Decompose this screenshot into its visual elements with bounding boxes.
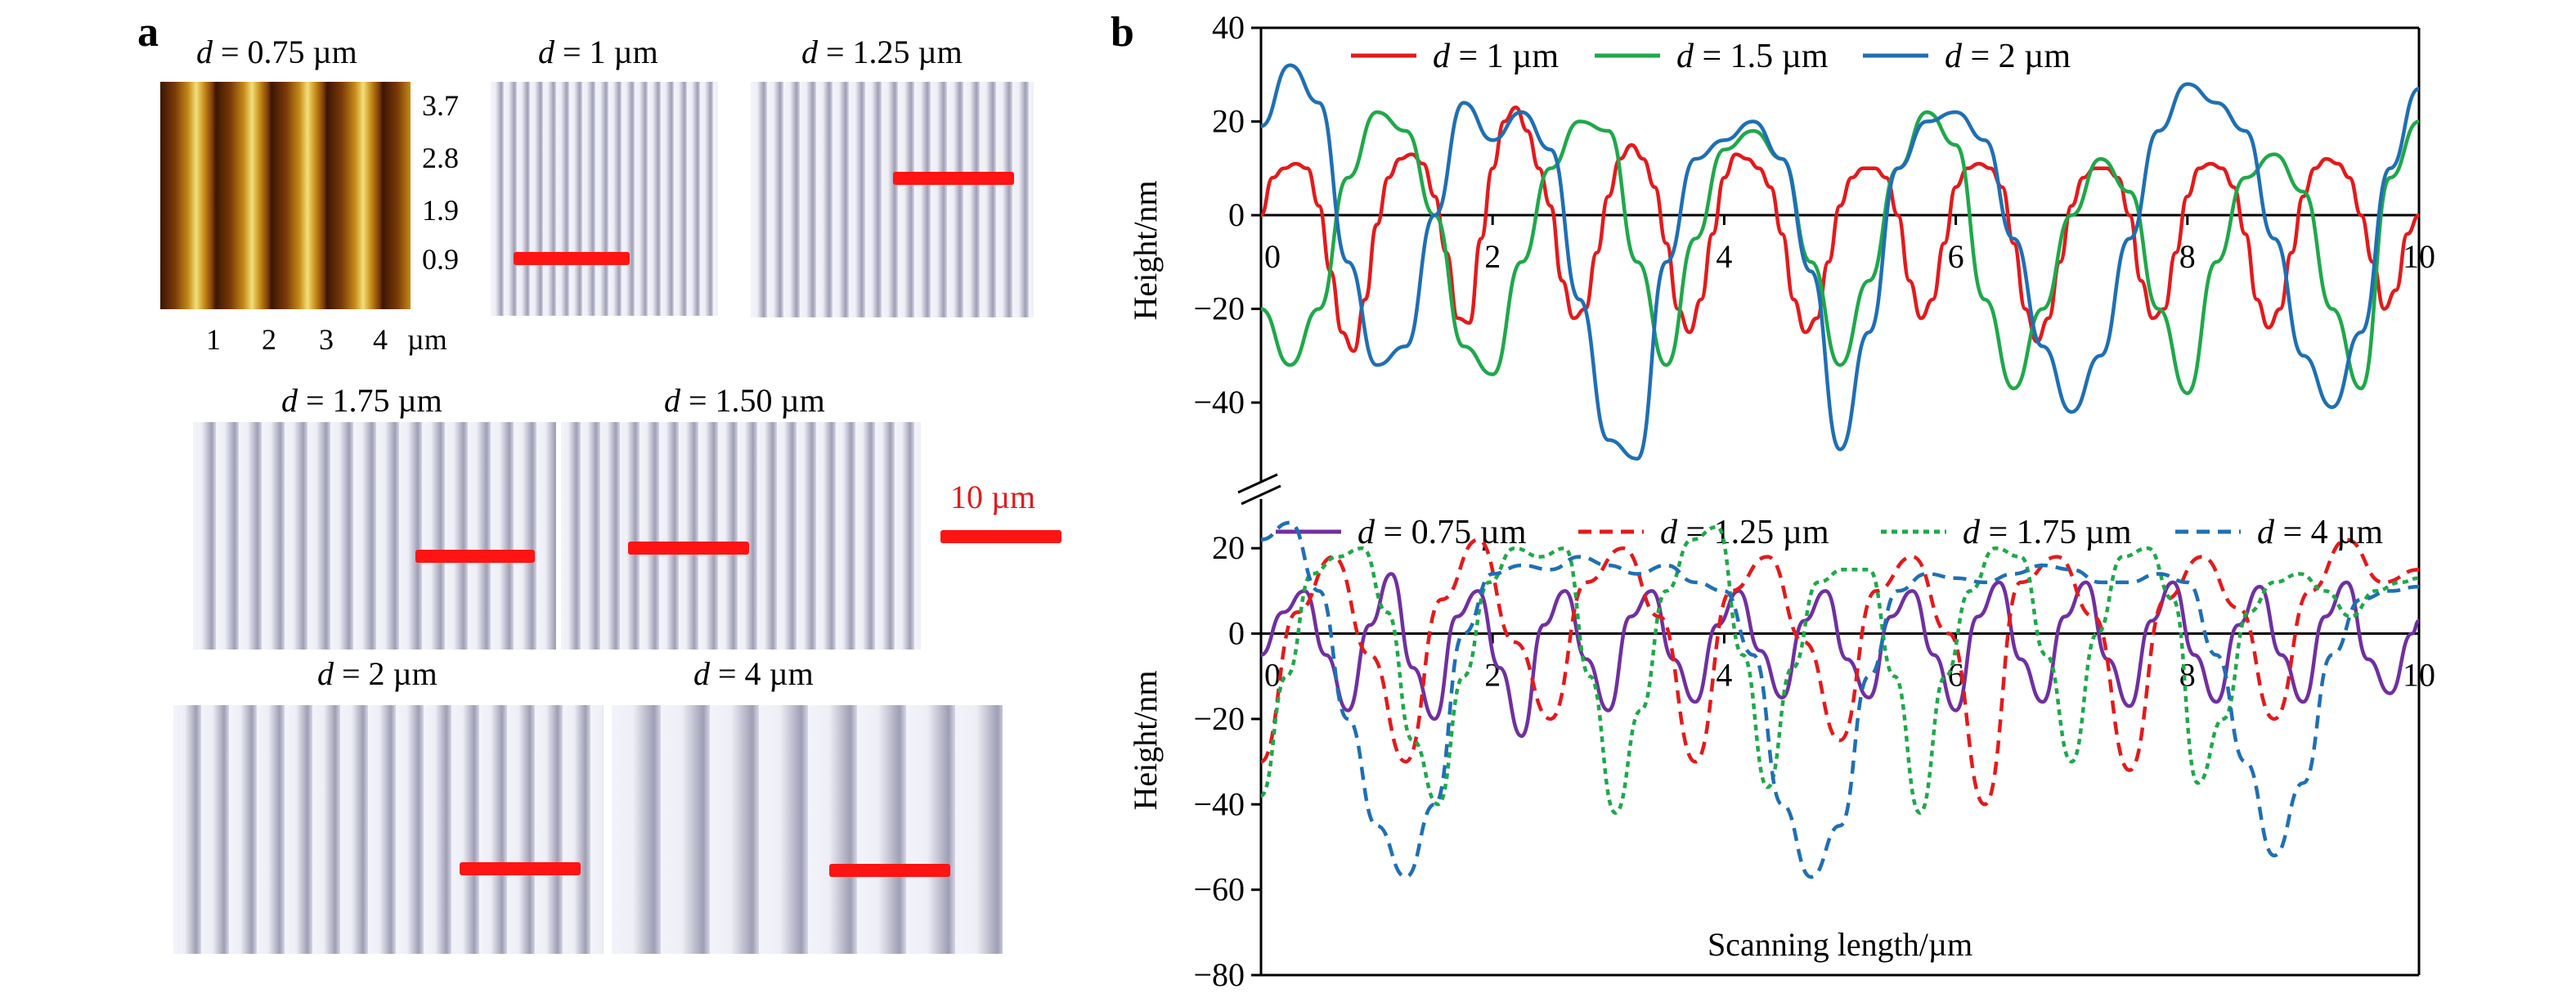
d-symbol: d — [196, 34, 213, 70]
scale-bar — [893, 172, 1014, 185]
x-tick-label: 6 — [1948, 657, 1964, 694]
d-symbol: d — [693, 655, 710, 692]
panel-a-label: a — [137, 9, 159, 56]
d-value: = 1.50 µm — [680, 382, 825, 419]
y-tick-label: −40 — [1193, 785, 1245, 822]
y-tick-label: −20 — [1193, 700, 1245, 737]
micrograph-d1-50 — [561, 422, 921, 650]
legend-label: d = 1 µm — [1433, 38, 1559, 75]
axis-break-gap — [1236, 481, 1286, 499]
image-label-d1-50: d = 1.50 µm — [664, 381, 825, 420]
y-tick-label: −80 — [1193, 956, 1245, 993]
afm-image — [160, 82, 411, 309]
x-axis-label: Scanning length/µm — [1708, 926, 1972, 963]
axis-break-mark — [1241, 484, 1281, 506]
x-tick-label: 0 — [1264, 657, 1281, 694]
legend-label: d = 0.75 µm — [1358, 514, 1527, 551]
series-line — [1260, 520, 2420, 879]
micrograph-d1-75 — [193, 422, 556, 650]
legend-label: d = 4 µm — [2257, 514, 2383, 551]
colorbar-tick: 2.8 — [422, 142, 459, 174]
micrograph-d4 — [612, 705, 1003, 954]
x-tick-label: 0 — [1264, 238, 1281, 275]
colorbar-tick: 3.7 — [422, 89, 459, 122]
scale-bar — [514, 252, 630, 265]
scale-bar-reference — [940, 530, 1061, 543]
afm-x-tick: 3 — [319, 323, 334, 356]
x-tick-label: 4 — [1716, 238, 1732, 275]
y-tick-label: −60 — [1193, 871, 1245, 908]
x-tick-label: 6 — [1948, 238, 1964, 275]
d-value: = 2 µm — [334, 655, 438, 692]
micrograph-d1 — [491, 82, 718, 316]
image-label-d1-75: d = 1.75 µm — [281, 381, 442, 420]
colorbar-tick: 1.9 — [422, 194, 459, 227]
scale-bar — [829, 864, 950, 877]
y-axis-label: Height/nm — [1127, 180, 1164, 320]
d-symbol: d — [538, 34, 554, 70]
x-tick-label: 2 — [1484, 238, 1501, 275]
series-line — [1260, 572, 2420, 739]
x-tick-label: 4 — [1716, 657, 1732, 694]
x-tick-label: 8 — [2179, 657, 2196, 694]
y-tick-label: 20 — [1212, 529, 1245, 566]
panel-b-label: b — [1111, 9, 1134, 56]
image-label-d1: d = 1 µm — [538, 33, 658, 71]
scale-bar — [415, 550, 535, 563]
scale-bar-label: 10 µm — [950, 479, 1036, 515]
d-value: = 1.75 µm — [298, 382, 442, 419]
y-tick-label: 0 — [1228, 615, 1245, 652]
d-value: = 1.25 µm — [818, 34, 963, 70]
micrograph-d2 — [173, 705, 604, 954]
series-line — [1260, 110, 2420, 395]
series-line — [1259, 537, 2420, 807]
y-tick-label: 0 — [1228, 196, 1245, 233]
d-value: = 1 µm — [554, 34, 658, 70]
micrograph-d1-25 — [751, 82, 1034, 317]
series-line — [1259, 524, 2420, 815]
d-value: = 0.75 µm — [213, 34, 357, 70]
y-tick-label: 40 — [1212, 9, 1245, 46]
y-tick-label: −20 — [1193, 290, 1245, 327]
legend-label: d = 1.25 µm — [1660, 514, 1829, 551]
legend-label: d = 1.5 µm — [1676, 38, 1829, 75]
d-value: = 4 µm — [710, 655, 814, 692]
d-symbol: d — [801, 34, 818, 70]
series-line — [1260, 63, 2420, 461]
legend-label: d = 1.75 µm — [1963, 514, 2132, 551]
y-tick-label: 20 — [1212, 103, 1245, 140]
legend-label: d = 2 µm — [1945, 38, 2071, 75]
d-symbol: d — [281, 382, 298, 419]
afm-x-tick: 2 — [262, 323, 276, 356]
d-symbol: d — [664, 382, 680, 419]
image-label-d2: d = 2 µm — [317, 654, 438, 693]
afm-x-tick: 1 — [206, 323, 221, 356]
y-axis-label: Height/nm — [1127, 670, 1164, 810]
series-line — [1259, 106, 2420, 353]
x-tick-label: 8 — [2179, 238, 2196, 275]
colorbar-tick: 0.9 — [422, 243, 459, 276]
afm-x-unit: µm — [407, 323, 447, 356]
afm-image-label: d = 0.75 µm — [196, 33, 357, 71]
image-label-d4: d = 4 µm — [693, 654, 814, 693]
x-tick-label: 10 — [2403, 238, 2435, 275]
y-tick-label: −40 — [1193, 384, 1245, 420]
image-label-d1-25: d = 1.25 µm — [801, 33, 963, 71]
x-tick-label: 2 — [1484, 657, 1501, 694]
scale-bar — [628, 542, 749, 555]
afm-x-tick: 4 — [373, 323, 388, 356]
scale-bar — [460, 862, 581, 875]
d-symbol: d — [317, 655, 334, 692]
x-tick-label: 10 — [2403, 657, 2435, 694]
axis-break-mark — [1237, 473, 1278, 494]
